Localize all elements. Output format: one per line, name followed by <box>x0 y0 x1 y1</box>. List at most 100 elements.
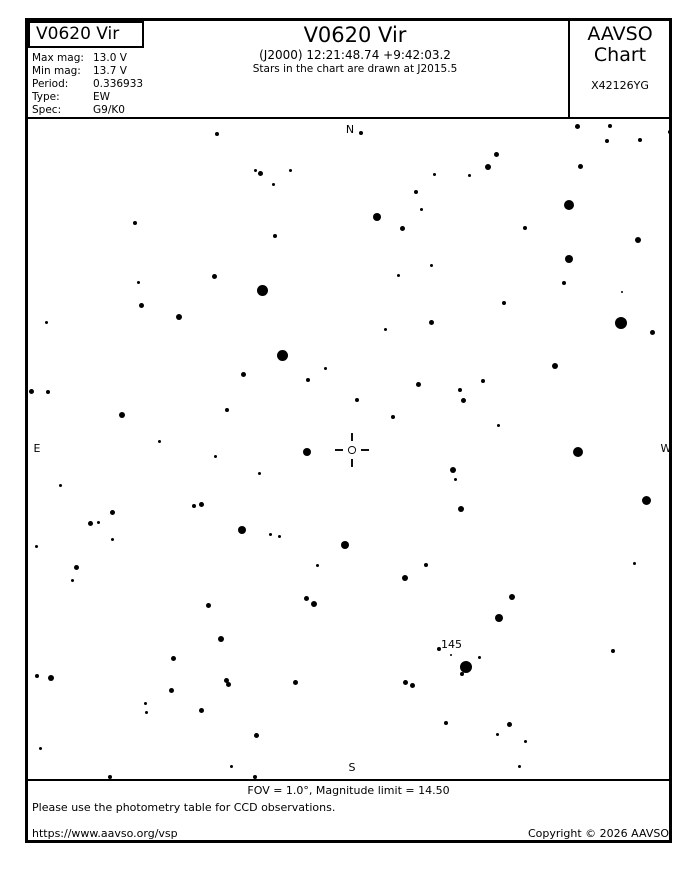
star-dot <box>211 273 217 279</box>
star-dot <box>70 578 74 582</box>
star-dot <box>409 682 415 688</box>
star-dot <box>605 139 609 143</box>
info-value: G9/K0 <box>93 104 125 116</box>
star-dot <box>58 483 62 487</box>
info-value: 13.0 V <box>93 52 127 64</box>
star-dot <box>35 674 39 678</box>
star-dot <box>44 320 48 324</box>
star-dot <box>485 164 491 170</box>
star-dot <box>495 732 499 736</box>
star-dot <box>424 563 428 567</box>
star-dot <box>28 388 34 394</box>
info-value: 0.336933 <box>93 78 144 90</box>
star-dot <box>552 363 558 369</box>
star-dot <box>168 687 174 693</box>
star-dot <box>138 302 144 308</box>
star-dot <box>108 775 112 779</box>
star-dot <box>402 575 408 581</box>
photometry-note: Please use the photometry table for CCD … <box>32 801 336 814</box>
star-dot <box>509 594 515 600</box>
header-bottom-divider <box>26 117 671 119</box>
chart-coordinates: (J2000) 12:21:48.74 +9:42:03.2 <box>259 48 451 62</box>
info-row: Type: EW <box>32 91 143 104</box>
star-dot <box>303 448 311 456</box>
header-right: AAVSO Chart X42126YG <box>570 23 670 93</box>
star-dot <box>477 655 481 659</box>
info-value: 13.7 V <box>93 65 127 77</box>
star-dot <box>429 263 433 267</box>
star-dot <box>34 544 38 548</box>
star-dot <box>198 501 204 507</box>
star-dot <box>635 237 641 243</box>
star-dot <box>649 329 655 335</box>
star-dot <box>523 226 527 230</box>
star-dot <box>96 520 100 524</box>
star-dot <box>496 423 500 427</box>
star-dot <box>253 168 257 172</box>
star-dot <box>225 681 231 687</box>
star-dot <box>444 721 448 725</box>
crosshair-tick-bottom <box>351 459 353 467</box>
star-dot <box>223 677 229 683</box>
info-label: Period: <box>32 78 69 90</box>
star-dot <box>225 408 229 412</box>
star-dot <box>257 170 263 176</box>
star-dot <box>288 168 292 172</box>
star-dot <box>46 390 50 394</box>
star-dot <box>215 132 219 136</box>
star-dot <box>273 234 277 238</box>
star-dot <box>641 495 651 505</box>
star-dot <box>268 532 272 536</box>
chart-bottom-divider <box>26 779 671 781</box>
star-dot <box>119 412 125 418</box>
star-dot <box>565 255 573 263</box>
chart-id: X42126YG <box>591 79 649 92</box>
star-dot <box>564 200 574 210</box>
star-dot <box>493 151 499 157</box>
star-dot <box>315 563 319 567</box>
star-dot <box>495 614 503 622</box>
star-dot <box>608 124 612 128</box>
star-dot <box>170 655 176 661</box>
star-dot <box>611 649 615 653</box>
star-dot <box>218 636 224 642</box>
star-dot <box>573 447 583 457</box>
star-dot <box>176 314 182 320</box>
star-dot <box>341 541 349 549</box>
info-label: Max mag: <box>32 52 84 64</box>
info-label: Spec: <box>32 104 62 116</box>
star-dot <box>450 654 452 656</box>
star-dot <box>238 526 246 534</box>
compass-east: E <box>33 442 41 455</box>
star-dot <box>399 225 405 231</box>
star-dot <box>277 534 281 538</box>
star-dot <box>323 366 327 370</box>
aavso-url: https://www.aavso.org/vsp <box>32 827 178 840</box>
designation-text: V0620 Vir <box>36 24 120 44</box>
designation-box: V0620 Vir <box>28 21 144 48</box>
document-border <box>25 18 672 843</box>
crosshair-tick-top <box>351 433 353 441</box>
star-dot <box>143 701 147 705</box>
star-dot <box>574 123 580 129</box>
star-dot <box>502 301 506 305</box>
star-dot <box>467 173 471 177</box>
star-dot <box>383 327 387 331</box>
target-circle <box>348 446 356 454</box>
star-dot <box>292 679 298 685</box>
star-dot <box>87 520 93 526</box>
star-dot <box>391 415 395 419</box>
star-dot <box>359 131 363 135</box>
header-vertical-divider <box>568 21 570 118</box>
star-dot <box>460 661 472 673</box>
star-dot <box>311 601 317 607</box>
header-center: V0620 Vir (J2000) 12:21:48.74 +9:42:03.2… <box>142 23 568 76</box>
org-name: AAVSO <box>587 23 653 45</box>
compass-west: W <box>660 442 672 455</box>
star-dot <box>396 273 400 277</box>
star-dot <box>355 398 359 402</box>
star-dot <box>577 163 583 169</box>
epoch-note: Stars in the chart are drawn at J2015.5 <box>252 63 458 75</box>
